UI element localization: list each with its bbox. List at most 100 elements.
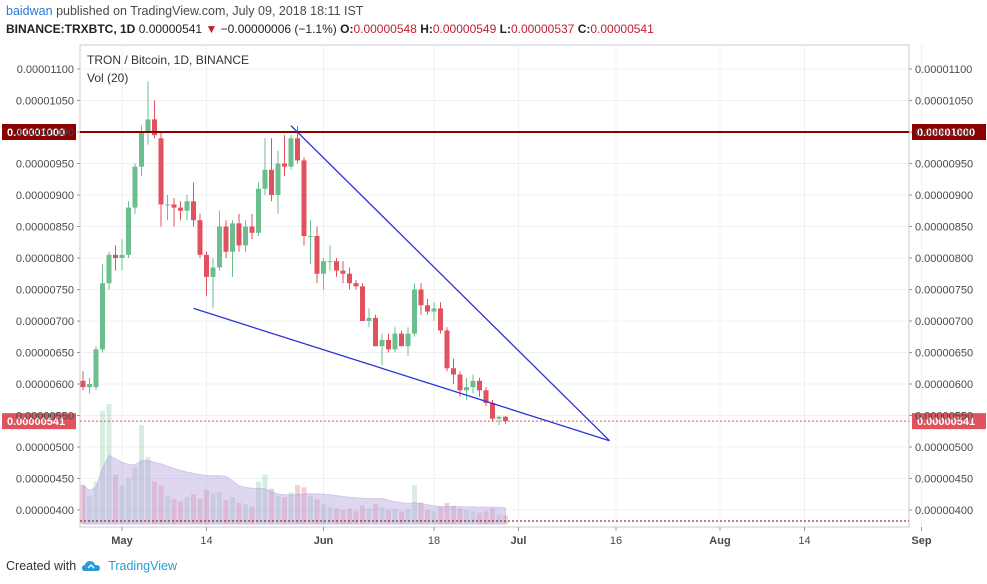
- volume-bar: [210, 492, 216, 524]
- candle-body: [425, 305, 430, 312]
- candle-body: [438, 308, 443, 331]
- volume-bar: [490, 508, 495, 524]
- candle-body: [145, 119, 151, 132]
- volume-bar: [217, 492, 222, 524]
- candle-body: [386, 339, 391, 350]
- candle-body: [392, 333, 398, 350]
- volume-bar: [334, 508, 339, 524]
- volume-bar: [464, 509, 469, 524]
- volume-legend: Vol (20): [87, 71, 128, 85]
- candle-body: [477, 380, 482, 391]
- y-tick-label: 0.00001000: [915, 127, 973, 139]
- volume-bars: [80, 404, 508, 525]
- volume-bar: [314, 499, 320, 524]
- volume-bar: [340, 509, 346, 524]
- author-link[interactable]: baidwan: [6, 4, 53, 18]
- candle-body: [503, 416, 508, 422]
- candle-body: [171, 204, 177, 208]
- brand-name: TradingView: [108, 559, 177, 573]
- volume-bar: [451, 505, 456, 524]
- y-tick-label: 0.00000650: [16, 348, 74, 360]
- volume-bar: [158, 485, 164, 524]
- candle-body: [191, 201, 196, 221]
- close-label: C:: [577, 22, 591, 36]
- volume-bar: [165, 495, 170, 524]
- trendline[interactable]: [290, 125, 610, 442]
- candle-body: [353, 283, 359, 287]
- high-value: 0.00000549: [432, 22, 497, 36]
- candles: [80, 81, 508, 425]
- y-tick-label: 0.00000650: [915, 348, 973, 360]
- publish-line: baidwan published on TradingView.com, Ju…: [6, 4, 363, 18]
- volume-bar: [80, 485, 86, 524]
- candle-body: [399, 333, 404, 347]
- volume-bar: [327, 507, 333, 524]
- candle-body: [470, 380, 476, 388]
- candle-body: [412, 289, 417, 334]
- volume-bar: [496, 514, 502, 524]
- candle-body: [275, 163, 281, 195]
- volume-bar: [353, 511, 359, 524]
- y-tick-label: 0.00000950: [16, 159, 74, 171]
- volume-bar: [373, 504, 378, 524]
- x-tick-label: Sep: [911, 535, 931, 547]
- candle-body: [282, 163, 287, 167]
- trendline[interactable]: [193, 307, 610, 442]
- low-value: 0.00000537: [510, 22, 575, 36]
- candle-body: [308, 235, 313, 237]
- volume-bar: [87, 495, 92, 524]
- last-price-label-right: 0.00000541: [917, 416, 975, 428]
- candle-body: [269, 169, 274, 195]
- candle-body: [360, 286, 365, 321]
- candle-body: [204, 254, 209, 277]
- x-tick-label: 14: [200, 535, 212, 547]
- volume-bar: [223, 500, 229, 524]
- volume-bar: [288, 492, 294, 524]
- volume-bar: [470, 511, 476, 524]
- publish-text: published on TradingView.com, July 09, 2…: [56, 4, 364, 18]
- y-tick-label: 0.00001100: [915, 64, 972, 76]
- created-with-text: Created with: [6, 559, 77, 573]
- candle-body: [373, 317, 378, 347]
- y-tick-label: 0.00001000: [16, 127, 74, 139]
- candle-body: [288, 138, 294, 167]
- tradingview-logo[interactable]: TradingView: [82, 559, 177, 573]
- volume-bar: [412, 485, 417, 524]
- candle-body: [457, 374, 463, 391]
- candle-body: [249, 226, 255, 233]
- volume-bar: [230, 497, 235, 524]
- candle-body: [314, 235, 320, 274]
- volume-bar: [431, 511, 437, 524]
- volume-bar: [249, 506, 255, 524]
- resistance-label-left: 0.00001000: [7, 127, 65, 139]
- volume-bar: [256, 481, 261, 524]
- candle-body: [106, 254, 112, 284]
- candle-body: [444, 330, 450, 369]
- candle-body: [126, 207, 131, 255]
- last-price-label-left-bg: [2, 413, 76, 430]
- candle-body: [178, 207, 183, 211]
- candle-body: [405, 333, 411, 347]
- y-tick-label: 0.00000600: [16, 379, 74, 391]
- candle-body: [100, 283, 105, 350]
- y-tick-label: 0.00000750: [16, 285, 74, 297]
- x-tick-label: Jun: [314, 535, 334, 547]
- candle-body: [93, 349, 99, 388]
- candle-body: [139, 132, 144, 167]
- volume-bar: [145, 456, 151, 524]
- x-tick-label: May: [111, 535, 133, 547]
- candle-body: [347, 273, 352, 284]
- volume-bar: [360, 505, 365, 524]
- volume-bar: [308, 495, 313, 524]
- volume-bar: [178, 501, 183, 524]
- candle-body: [334, 261, 339, 271]
- y-tick-label: 0.00000900: [915, 190, 973, 202]
- candle-body: [165, 204, 170, 206]
- candle-body: [132, 166, 138, 208]
- volume-bar: [347, 508, 352, 524]
- volume-bar: [386, 509, 391, 524]
- volume-bar: [282, 497, 287, 524]
- y-tick-label: 0.00000450: [915, 474, 973, 486]
